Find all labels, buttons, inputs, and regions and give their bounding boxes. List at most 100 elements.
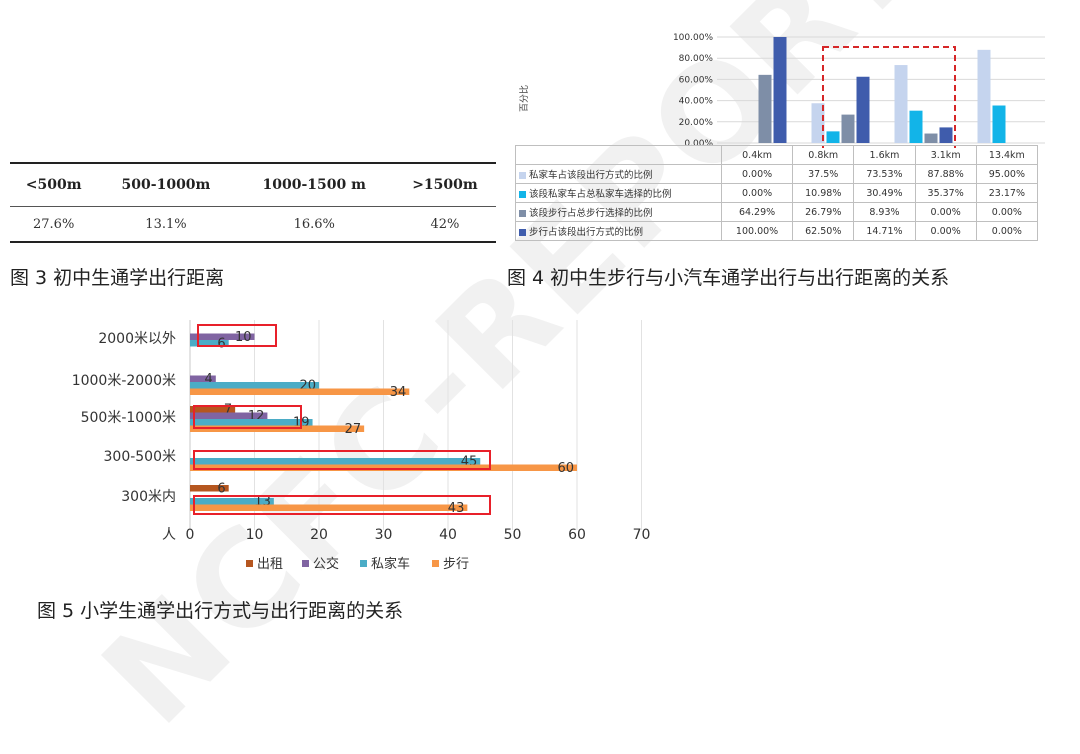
fig5-data-label: 6: [217, 482, 225, 497]
fig5-highlight-box: [197, 324, 277, 347]
fig4-bar: [841, 114, 855, 143]
fig4-ylabel: 百分比: [518, 85, 530, 112]
fig4-legend-swatch: [519, 172, 526, 179]
fig4-data-label: 0.00%: [914, 202, 977, 222]
fig5-x-tick: 0: [186, 527, 195, 543]
fig4-category-row: 0.4km 0.8km 1.6km 3.1km 13.4km: [515, 145, 1039, 165]
fig4-data-label: 30.49%: [853, 183, 916, 203]
fig5-bar: [190, 464, 577, 471]
fig5-data-label: 43: [448, 501, 465, 516]
fig5-highlight-boxes: [193, 324, 491, 515]
fig5-x-ticks: 0 10 20 30 40 50 60 70: [186, 527, 651, 543]
fig4-bar: [773, 37, 787, 143]
fig5-bar: [190, 419, 313, 426]
fig4-y-ticks: 0.00% 20.00% 40.00% 60.00% 80.00% 100.00%: [673, 33, 713, 148]
fig5-bar: [190, 412, 268, 419]
fig5-legend-swatch: [246, 560, 253, 567]
fig4-data-label: 62.50%: [792, 221, 855, 241]
fig4-series-rows: 私家车占该段出行方式的比例 0.00% 37.5% 73.53% 87.88% 95.00…: [515, 164, 1039, 241]
fig4-series-label: 该段私家车占总私家车选择的比例: [515, 183, 722, 203]
fig4-data-label: 23.17%: [975, 183, 1039, 203]
fig3-header: 1000-1500 m: [234, 162, 394, 207]
fig4-data-label: 64.29%: [720, 202, 794, 222]
fig4-data-label: 100.00%: [720, 221, 794, 241]
fig5-legend-label: 公交: [313, 556, 339, 572]
fig3-value: 27.6%: [10, 206, 98, 243]
fig4-data-label: 10.98%: [792, 183, 855, 203]
fig4-data-label: 87.88%: [914, 164, 977, 184]
fig5-bar: [190, 340, 229, 347]
fig4-data-label: 73.53%: [853, 164, 916, 184]
fig4-series-label: 私家车占该段出行方式的比例: [515, 164, 722, 184]
fig5-category-label: 500米-1000米: [81, 410, 176, 426]
fig4-bar: [894, 65, 908, 143]
fig4-bar: [758, 74, 772, 143]
fig4-data-label: 14.71%: [853, 221, 916, 241]
fig4-data-label: 26.79%: [792, 202, 855, 222]
fig4-y-tick: 20.00%: [679, 118, 714, 128]
fig4-bar: [856, 76, 870, 143]
fig5-bar: [190, 382, 319, 389]
fig5-x-tick: 70: [633, 527, 651, 543]
fig4-data-label: 95.00%: [975, 164, 1039, 184]
fig3-table: <500m 500-1000m 1000-1500 m >1500m 27.6%…: [10, 162, 496, 243]
fig3-value: 42%: [393, 206, 496, 243]
fig5-category-label: 1000米-2000米: [72, 373, 176, 389]
fig3-header: >1500m: [393, 162, 496, 207]
fig5-bar: [190, 458, 481, 465]
fig5-data-label: 6: [217, 337, 225, 352]
fig4-bar: [924, 133, 938, 143]
fig5-data-label: 10: [235, 330, 252, 345]
fig4-category-label: 1.6km: [853, 145, 916, 165]
fig4-series-row: 步行占该段出行方式的比例 100.00% 62.50% 14.71% 0.00% 0.00…: [515, 221, 1039, 241]
fig5-xlabel: 人: [162, 527, 176, 543]
fig4-series-name: 该段私家车占总私家车选择的比例: [529, 189, 672, 200]
fig5-data-label: 34: [390, 385, 407, 400]
fig5-bar: [190, 388, 410, 395]
fig4-bars: [758, 37, 1006, 143]
fig5-bar: [190, 333, 255, 340]
fig5-highlight-box: [193, 405, 302, 429]
fig4-bar: [826, 131, 840, 143]
fig5-legend-swatch: [432, 560, 439, 567]
fig5-category-labels: 2000米以外 1000米-2000米 500米-1000米 300-500米 300米…: [72, 331, 176, 505]
fig4-data-label: 0.00%: [975, 202, 1039, 222]
fig4-series-name: 私家车占该段出行方式的比例: [529, 170, 653, 181]
fig5-highlight-box: [193, 450, 491, 470]
fig3-header: 500-1000m: [97, 162, 235, 207]
fig5-bar: [190, 504, 468, 511]
fig5-bar: [190, 406, 236, 413]
fig4-series-row: 该段私家车占总私家车选择的比例 0.00% 10.98% 30.49% 35.37% 23…: [515, 183, 1039, 203]
fig4-bar: [909, 110, 923, 143]
fig4-series-row: 私家车占该段出行方式的比例 0.00% 37.5% 73.53% 87.88% 95.00…: [515, 164, 1039, 184]
fig5-bar: [190, 485, 229, 492]
fig4-series-label: 该段步行占总步行选择的比例: [515, 202, 722, 222]
fig4-data-label: 0.00%: [720, 164, 794, 184]
fig5-highlight-box: [193, 495, 491, 515]
fig5-legend-label: 私家车: [371, 556, 410, 572]
fig4-chart: 百分比 0.00% 20.00% 40.00% 60.00% 80.00% 100.00%: [518, 33, 1045, 148]
fig4-legend-swatch: [519, 210, 526, 217]
fig5-bar: [190, 375, 216, 382]
fig4-highlight-box: [822, 46, 956, 148]
fig4-series-label: 步行占该段出行方式的比例: [515, 221, 722, 241]
fig5-category-label: 300-500米: [104, 449, 177, 465]
fig5-legend-swatch: [302, 560, 309, 567]
fig4-category-label: 3.1km: [914, 145, 977, 165]
fig4-legend-swatch: [519, 229, 526, 236]
fig4-bar: [939, 127, 953, 143]
fig5-x-tick: 50: [504, 527, 522, 543]
fig5-x-tick: 60: [568, 527, 586, 543]
fig5-data-label: 4: [205, 372, 213, 387]
fig4-series-name: 该段步行占总步行选择的比例: [529, 208, 653, 219]
fig4-data-label: 8.93%: [853, 202, 916, 222]
fig5-x-tick: 10: [246, 527, 264, 543]
fig4-series-row: 该段步行占总步行选择的比例 64.29% 26.79% 8.93% 0.00% 0.00%: [515, 202, 1039, 222]
fig4-y-tick: 0.00%: [684, 139, 713, 148]
fig5-data-label: 60: [557, 461, 574, 476]
fig4-bar: [811, 103, 825, 143]
fig5-x-tick: 20: [310, 527, 328, 543]
fig4-bar: [977, 49, 991, 143]
fig5-legend-label: 步行: [443, 557, 469, 572]
fig5-data-label: 27: [345, 422, 362, 437]
